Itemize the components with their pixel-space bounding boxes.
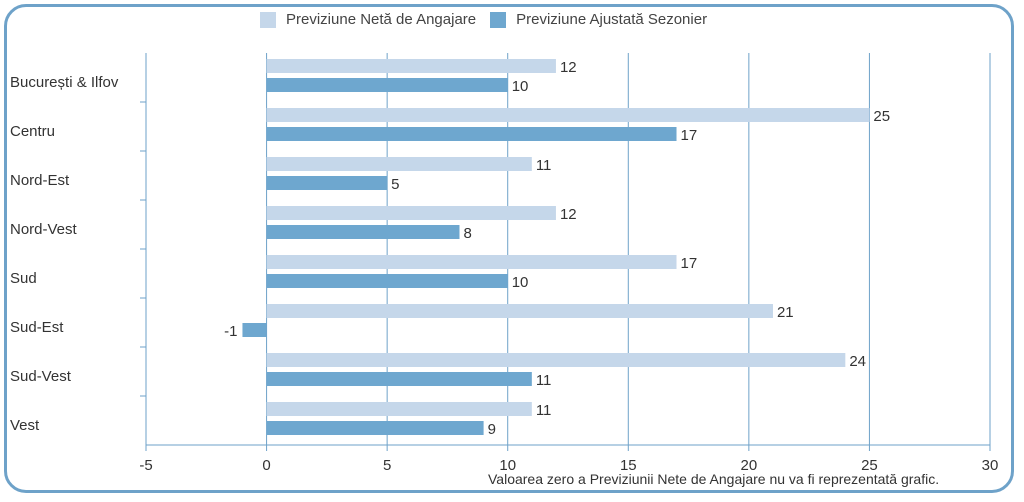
data-label: 11 [536,402,552,419]
category-label: Vest [10,417,40,434]
category-label: Sud-Est [10,319,64,336]
data-label: 25 [873,108,890,125]
bar-net [266,59,556,73]
legend: Previziune Netă de Angajare Previziune A… [260,11,707,28]
data-label: 10 [512,274,529,291]
bar-adjusted [266,274,508,288]
x-tick-label: 5 [383,457,391,474]
bar-adjusted [266,176,388,190]
data-label: 11 [536,157,552,174]
bar-adjusted [266,78,508,92]
bar-net [266,108,870,122]
data-label: 17 [681,255,698,272]
bar-net [266,402,532,416]
data-label: 24 [849,353,866,370]
legend-label-adjusted: Previziune Ajustată Sezonier [516,11,708,28]
legend-swatch-net [260,11,276,28]
category-label: București & Ilfov [10,74,119,91]
data-label: 12 [560,59,577,76]
bar-net [266,255,677,269]
x-tick-label: 10 [499,457,516,474]
category-label: Centru [10,123,55,140]
legend-item-adjusted: Previziune Ajustată Sezonier [490,11,707,28]
legend-label-net: Previziune Netă de Angajare [286,11,477,28]
data-label: 21 [777,304,794,321]
chart-note: Valoarea zero a Previziunii Nete de Anga… [488,471,940,487]
bar-adjusted [266,127,677,141]
bar-net [266,157,532,171]
data-label: 9 [488,421,496,438]
x-tick-label: 25 [861,457,878,474]
category-label: Nord-Vest [10,221,78,238]
bar-adjusted [242,323,267,337]
data-label: 17 [681,127,698,144]
category-label: Nord-Est [10,172,70,189]
chart-frame [4,4,1014,493]
data-label: 10 [512,78,529,95]
data-label: 12 [560,206,577,223]
x-tick-label: 0 [262,457,270,474]
bar-net [266,304,773,318]
bar-adjusted [266,421,484,435]
data-label: -1 [224,323,237,340]
data-label: 5 [391,176,399,193]
category-label: Sud-Vest [10,368,72,385]
legend-swatch-adjusted [490,11,507,28]
x-tick-label: 20 [741,457,758,474]
legend-item-net: Previziune Netă de Angajare [260,11,476,28]
bar-net [266,206,556,220]
bar-net [266,353,846,367]
data-label: 8 [463,225,471,242]
x-tick-label: 15 [620,457,637,474]
data-label: 11 [536,372,552,389]
category-label: Sud [10,270,37,287]
x-tick-label: 30 [982,457,999,474]
bar-adjusted [266,372,532,386]
bar-adjusted [266,225,460,239]
x-tick-label: -5 [139,457,152,474]
